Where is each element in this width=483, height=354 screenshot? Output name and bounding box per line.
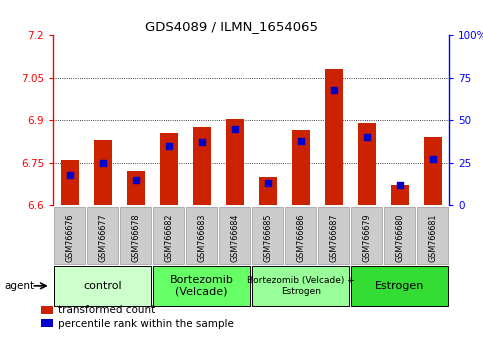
Text: GSM766685: GSM766685 xyxy=(263,213,272,262)
Bar xyxy=(292,130,310,205)
Text: GSM766677: GSM766677 xyxy=(98,213,107,262)
Point xyxy=(165,143,172,149)
Text: transformed count: transformed count xyxy=(58,305,155,315)
Text: GSM766681: GSM766681 xyxy=(428,213,437,262)
Point xyxy=(297,138,304,144)
Point xyxy=(264,181,271,186)
Bar xyxy=(391,185,409,205)
Text: GSM766682: GSM766682 xyxy=(164,213,173,262)
Bar xyxy=(60,160,79,205)
Bar xyxy=(159,133,178,205)
Text: Bortezomib
(Velcade): Bortezomib (Velcade) xyxy=(170,275,234,297)
Text: GSM766686: GSM766686 xyxy=(296,213,305,262)
Text: GSM766678: GSM766678 xyxy=(131,213,140,262)
Point xyxy=(363,135,370,140)
Bar xyxy=(127,171,145,205)
Text: GSM766687: GSM766687 xyxy=(329,213,338,262)
Text: GSM766679: GSM766679 xyxy=(362,213,371,262)
Point xyxy=(231,126,239,132)
Point xyxy=(99,160,107,166)
Text: GSM766680: GSM766680 xyxy=(395,213,404,262)
Text: control: control xyxy=(84,281,122,291)
Bar xyxy=(258,177,277,205)
Point xyxy=(132,177,140,183)
Bar xyxy=(325,69,343,205)
Text: percentile rank within the sample: percentile rank within the sample xyxy=(58,319,234,329)
Point xyxy=(429,156,437,162)
Bar xyxy=(424,137,442,205)
Point xyxy=(66,172,73,178)
Bar xyxy=(357,123,376,205)
Text: GSM766676: GSM766676 xyxy=(65,213,74,262)
Bar xyxy=(226,119,244,205)
Text: GSM766683: GSM766683 xyxy=(197,213,206,262)
Text: agent: agent xyxy=(5,281,35,291)
Text: GSM766684: GSM766684 xyxy=(230,213,239,262)
Bar xyxy=(193,127,211,205)
Text: Bortezomib (Velcade) +
Estrogen: Bortezomib (Velcade) + Estrogen xyxy=(247,276,355,296)
Point xyxy=(330,87,338,93)
Text: Estrogen: Estrogen xyxy=(375,281,425,291)
Point xyxy=(198,139,206,145)
Title: GDS4089 / ILMN_1654065: GDS4089 / ILMN_1654065 xyxy=(145,20,318,33)
Point xyxy=(396,182,403,188)
Bar xyxy=(94,140,112,205)
